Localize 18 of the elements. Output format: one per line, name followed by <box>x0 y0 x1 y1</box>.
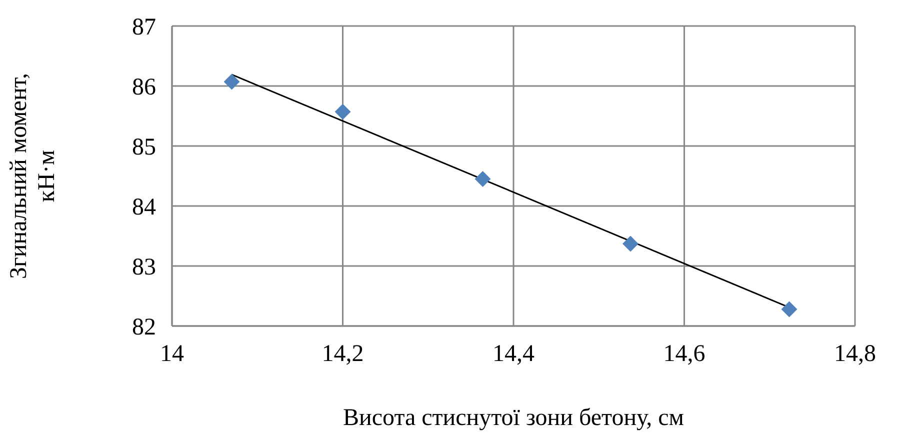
y-tick-label: 83 <box>132 254 156 281</box>
x-tick-label: 14,6 <box>663 341 706 368</box>
y-tick-label: 84 <box>132 194 156 221</box>
x-axis-title: Висота стиснутої зони бетону, см <box>343 405 684 431</box>
x-tick-label: 14,4 <box>492 341 534 368</box>
point <box>334 104 351 120</box>
y-tick-label: 85 <box>132 134 156 161</box>
y-axis-title: Згинальний момент, кН·м <box>5 72 61 281</box>
x-tick-label: 14,8 <box>834 341 876 368</box>
point <box>474 171 491 187</box>
point <box>224 74 240 90</box>
point <box>622 236 638 252</box>
point <box>781 301 798 318</box>
y-tick-label: 82 <box>132 314 156 341</box>
x-tick-label: 14,2 <box>322 341 364 368</box>
y-tick-label: 87 <box>132 14 156 41</box>
x-tick-label: 14 <box>160 341 184 368</box>
y-tick-label: 86 <box>132 74 156 101</box>
